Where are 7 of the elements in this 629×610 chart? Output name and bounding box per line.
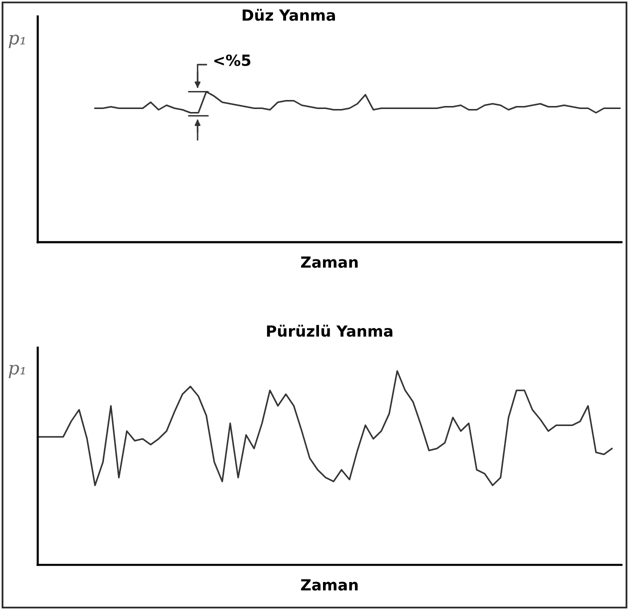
x-axis-title: Zaman — [301, 579, 358, 591]
chart-title: Pürüzlü Yanma — [267, 324, 392, 337]
text: <%5 — [214, 54, 250, 66]
chart-title: Düz Yanma — [242, 8, 335, 21]
x-axis-title: Zaman — [301, 256, 358, 268]
y-axis-title: p₁ — [8, 34, 25, 48]
y-axis-title: p₁ — [8, 364, 25, 378]
